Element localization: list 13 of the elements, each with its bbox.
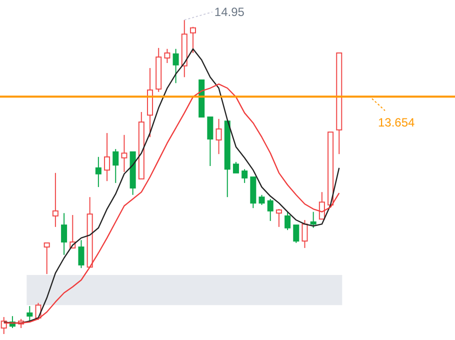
candlestick [147,68,154,138]
candlestick [52,172,58,228]
candlestick [216,118,222,155]
candlestick [61,212,68,256]
candlestick [181,20,188,78]
candlestick [121,134,128,172]
candlestick [95,156,102,188]
text: 13.654 [378,116,416,130]
text: 14.95 [214,5,245,19]
candlestick [172,48,179,84]
candlestick [112,148,119,184]
candlestick [156,47,162,92]
candlestick [104,132,110,182]
